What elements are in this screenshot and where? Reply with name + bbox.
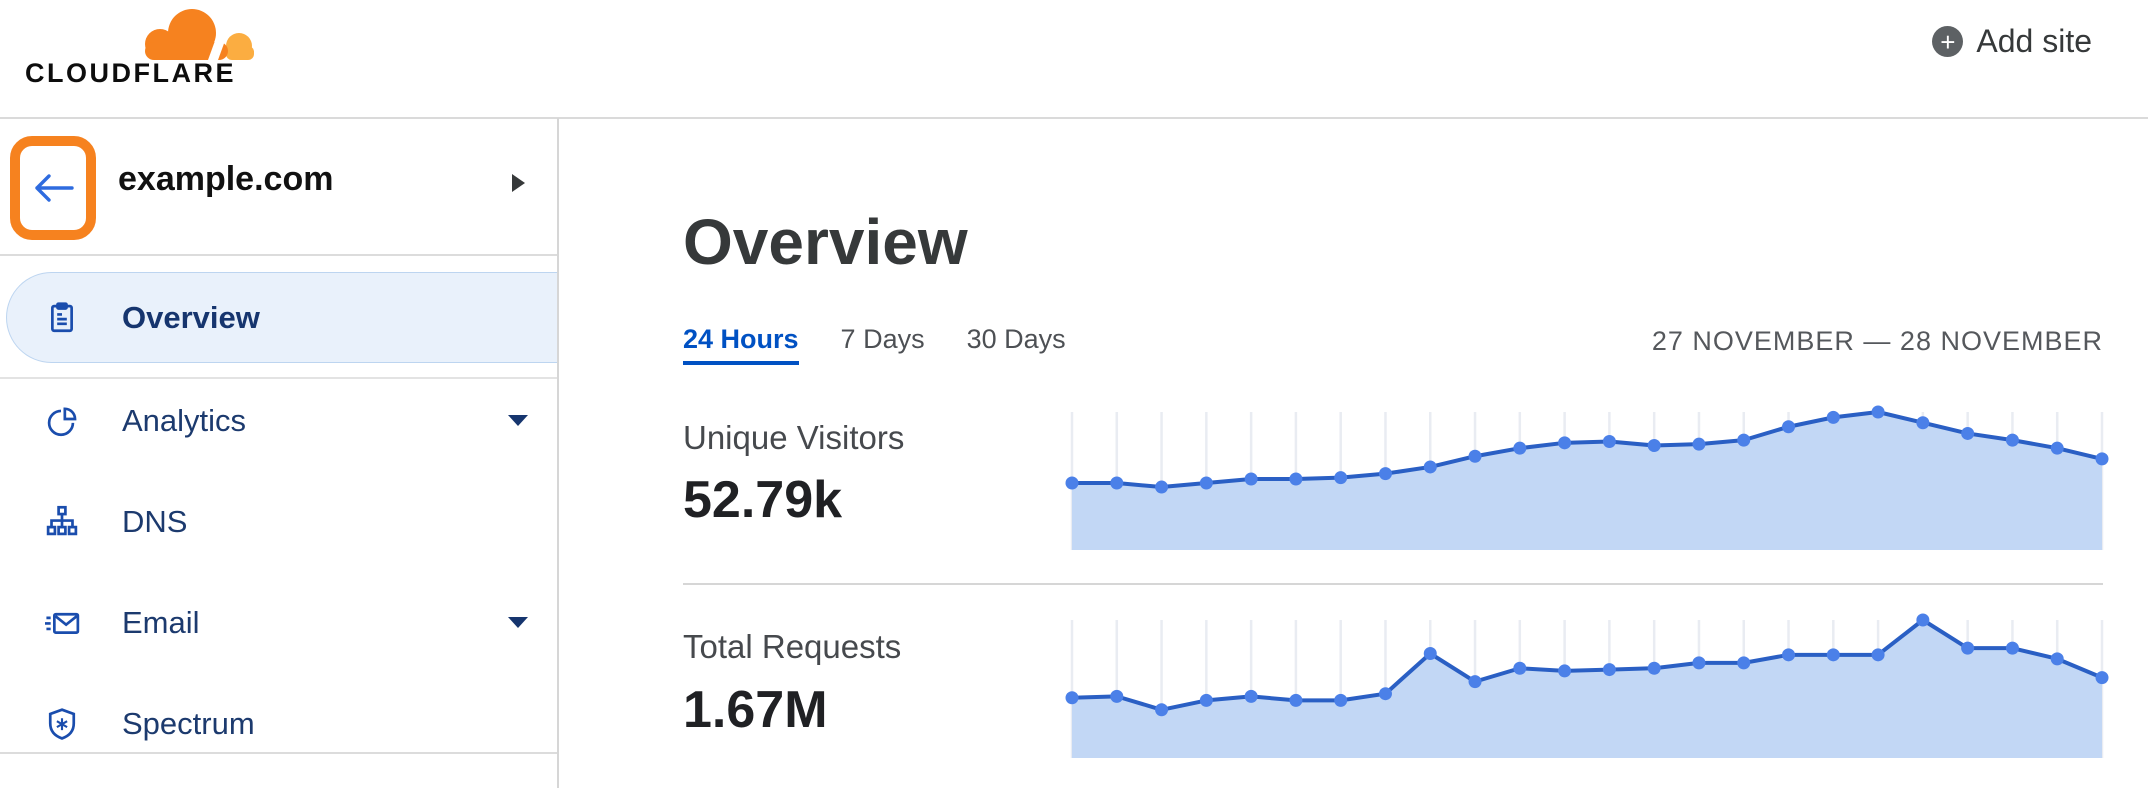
- metric-label-unique-visitors: Unique Visitors: [683, 419, 905, 456]
- site-name: example.com: [118, 160, 334, 198]
- time-range-tabs: 24 Hours 7 Days 30 Days: [683, 324, 1066, 365]
- selected-item-pill: [6, 272, 557, 363]
- header-bottom-border: [0, 117, 2148, 119]
- sidebar-item-spectrum[interactable]: Spectrum: [0, 673, 557, 774]
- sidebar-bottom-divider: [0, 752, 557, 754]
- chevron-down-icon[interactable]: [508, 415, 528, 426]
- sidebar-item-email[interactable]: Email: [0, 572, 557, 673]
- metric-label-total-requests: Total Requests: [683, 628, 902, 665]
- clipboard-icon: [42, 301, 82, 335]
- sidebar-divider: [0, 254, 557, 256]
- back-button[interactable]: [30, 171, 76, 205]
- sidebar-item-dns[interactable]: DNS: [0, 471, 557, 572]
- sidebar-right-border: [557, 118, 559, 788]
- add-site-label: Add site: [1976, 23, 2092, 59]
- pie-chart-icon: [42, 404, 82, 438]
- metric-value-unique-visitors: 52.79k: [683, 471, 843, 529]
- metric-row-divider: [683, 583, 2103, 585]
- site-expander-icon[interactable]: [512, 174, 525, 192]
- network-hierarchy-icon: [42, 505, 82, 539]
- cloudflare-cloud-icon: [145, 9, 254, 60]
- tab-24-hours[interactable]: 24 Hours: [683, 324, 799, 365]
- sidebar-item-overview[interactable]: Overview: [0, 272, 557, 363]
- envelope-icon: [42, 606, 82, 640]
- sidebar-item-label: Overview: [122, 299, 260, 335]
- tab-7-days[interactable]: 7 Days: [840, 324, 925, 354]
- sidebar-item-label: Email: [122, 604, 200, 640]
- plus-circle-icon: +: [1932, 26, 1964, 57]
- cloudflare-wordmark: CLOUDFLARE: [25, 58, 236, 88]
- sidebar-item-analytics[interactable]: Analytics: [0, 370, 557, 471]
- sidebar-item-label: DNS: [122, 503, 188, 539]
- sidebar-item-label: Spectrum: [122, 705, 255, 741]
- annotation-highlight-box: [10, 136, 96, 240]
- shield-icon: [42, 707, 82, 741]
- back-arrow-icon: [35, 174, 74, 202]
- sidebar-item-label: Analytics: [122, 402, 247, 438]
- cloudflare-logo[interactable]: [140, 8, 254, 60]
- unique-visitors-chart[interactable]: [1065, 405, 2109, 550]
- page-title: Overview: [683, 206, 968, 278]
- date-range-label: 27 NOVEMBER — 28 NOVEMBER: [1651, 326, 2103, 356]
- add-site-button[interactable]: + Add site: [1932, 23, 2092, 60]
- total-requests-chart[interactable]: [1065, 613, 2109, 758]
- sidebar-group-divider: [0, 377, 557, 379]
- chevron-down-icon[interactable]: [508, 617, 528, 628]
- metric-value-total-requests: 1.67M: [683, 681, 828, 739]
- tab-30-days[interactable]: 30 Days: [966, 324, 1066, 354]
